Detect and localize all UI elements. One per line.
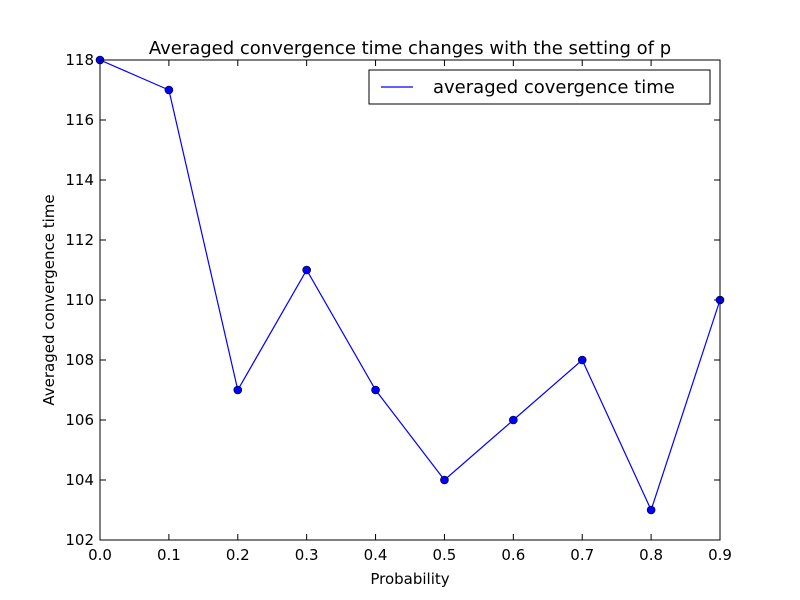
x-tick-label: 0.6 (501, 546, 525, 564)
y-tick-label: 114 (65, 171, 94, 189)
x-tick-label: 0.2 (226, 546, 250, 564)
x-tick-label: 0.7 (570, 546, 594, 564)
x-tick-label: 0.1 (157, 546, 181, 564)
y-axis-label: Averaged convergence time (40, 194, 58, 405)
y-tick-label: 102 (65, 531, 94, 549)
series-line (99, 59, 721, 512)
x-tick-label: 0.4 (364, 546, 388, 564)
data-point (302, 265, 311, 275)
y-tick-label: 108 (65, 351, 94, 369)
legend-label: averaged covergence time (433, 77, 675, 98)
data-point (440, 475, 449, 485)
x-tick-label: 0.5 (433, 546, 457, 564)
x-tick-label: 0.9 (708, 546, 732, 564)
y-tick-label: 110 (65, 291, 94, 309)
y-tick-label: 118 (65, 51, 94, 69)
x-axis-label: Probability (370, 570, 449, 588)
x-tick-label: 0.3 (295, 546, 319, 564)
data-point (164, 85, 174, 95)
y-tick-label: 106 (65, 411, 94, 429)
ticks: 0.0 0.1 0.2 0.3 0.4 0.5 0.6 0.7 0.8 0.9 102 104 106 1… (65, 51, 732, 564)
data-point (509, 415, 518, 425)
y-tick-label: 116 (65, 111, 94, 129)
y-tick-label: 104 (65, 471, 94, 489)
data-point (646, 505, 656, 515)
data-point (371, 385, 380, 395)
plot-frame (99, 59, 721, 541)
chart-title: Averaged convergence time changes with t… (149, 38, 671, 59)
legend-box (368, 69, 711, 105)
x-tick-label: 0.8 (639, 546, 663, 564)
x-tick-label: 0.0 (88, 546, 112, 564)
legend: averaged covergence time (368, 69, 711, 105)
data-point (577, 355, 587, 365)
y-tick-label: 112 (65, 231, 94, 249)
data-point (233, 385, 243, 395)
